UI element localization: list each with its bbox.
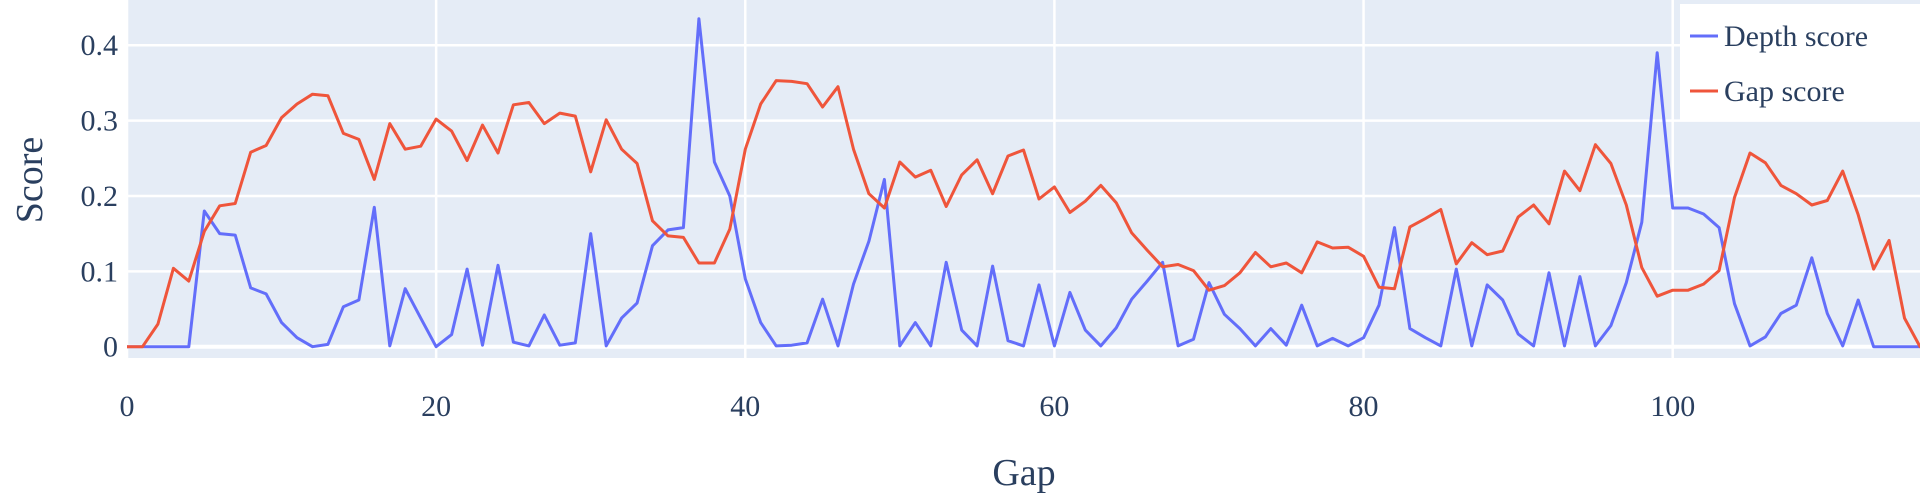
- y-tick-labels: 0 0.1 0.2 0.3 0.4: [81, 29, 119, 363]
- y-tick-label: 0.4: [81, 29, 119, 62]
- series-line-gap-score: [127, 79, 1920, 349]
- legend-background: [1680, 4, 1920, 120]
- y-axis-title: Score: [9, 137, 51, 224]
- x-tick-label: 60: [1039, 390, 1069, 423]
- legend-label: Depth score: [1724, 20, 1868, 53]
- x-tick-label: 0: [120, 390, 135, 423]
- x-axis-title: Gap: [992, 452, 1055, 494]
- plot-background: [127, 0, 1920, 358]
- y-tick-label: 0.1: [81, 255, 119, 288]
- y-tick-label: 0: [103, 331, 118, 364]
- legend-label: Gap score: [1724, 75, 1845, 108]
- x-tick-label: 20: [421, 390, 451, 423]
- legend: Depth score Gap score: [1680, 4, 1920, 120]
- series-line-depth-score: [127, 17, 1920, 349]
- x-tick-label: 80: [1349, 390, 1379, 423]
- x-tick-label: 100: [1650, 390, 1695, 423]
- y-tick-label: 0.2: [81, 180, 119, 213]
- x-tick-labels: 0 20 40 60 80 100: [120, 390, 1696, 423]
- y-tick-label: 0.3: [81, 105, 119, 138]
- series-layer: [127, 17, 1920, 349]
- x-tick-label: 40: [730, 390, 760, 423]
